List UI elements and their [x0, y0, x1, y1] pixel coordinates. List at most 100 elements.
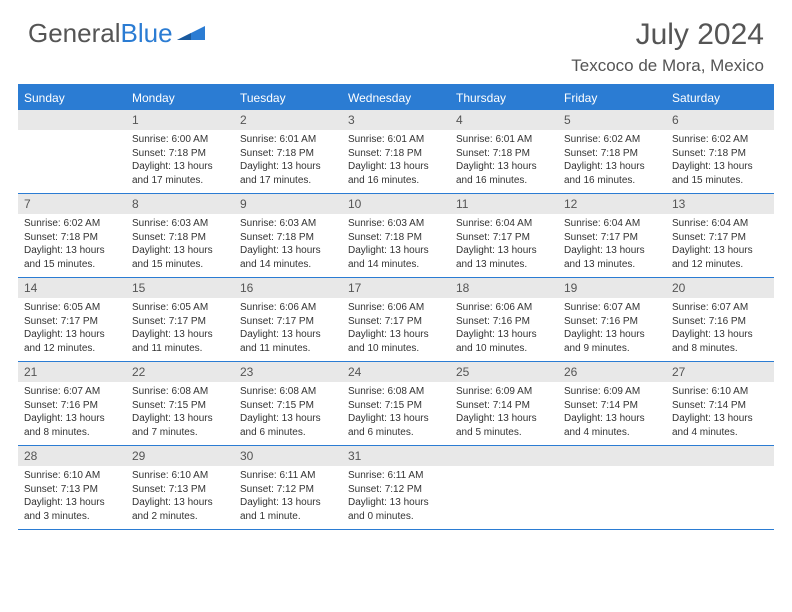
calendar: SundayMondayTuesdayWednesdayThursdayFrid…	[18, 84, 774, 530]
day-info: Sunrise: 6:11 AMSunset: 7:12 PMDaylight:…	[342, 466, 450, 523]
daylight2-line: and 17 minutes.	[240, 174, 336, 188]
sunset-line: Sunset: 7:18 PM	[132, 231, 228, 245]
week-row: 14Sunrise: 6:05 AMSunset: 7:17 PMDayligh…	[18, 278, 774, 362]
daylight1-line: Daylight: 13 hours	[672, 412, 768, 426]
sunset-line: Sunset: 7:15 PM	[240, 399, 336, 413]
day-info: Sunrise: 6:05 AMSunset: 7:17 PMDaylight:…	[126, 298, 234, 355]
day-number: 12	[558, 194, 666, 214]
day-number: 14	[18, 278, 126, 298]
day-info: Sunrise: 6:10 AMSunset: 7:13 PMDaylight:…	[126, 466, 234, 523]
daylight2-line: and 14 minutes.	[240, 258, 336, 272]
day-info: Sunrise: 6:03 AMSunset: 7:18 PMDaylight:…	[126, 214, 234, 271]
sunrise-line: Sunrise: 6:09 AM	[564, 385, 660, 399]
day-cell: 16Sunrise: 6:06 AMSunset: 7:17 PMDayligh…	[234, 278, 342, 361]
day-cell: 25 Sunrise: 6:09 AMSunset: 7:14 PMDayligh…	[450, 362, 558, 445]
daylight1-line: Daylight: 13 hours	[132, 244, 228, 258]
day-number: 11	[450, 194, 558, 214]
sunset-line: Sunset: 7:18 PM	[348, 147, 444, 161]
day-number: 1	[126, 110, 234, 130]
sunrise-line: Sunrise: 6:09 AM	[456, 385, 552, 399]
week-row: 28Sunrise: 6:10 AMSunset: 7:13 PMDayligh…	[18, 446, 774, 530]
week-row: 1Sunrise: 6:00 AMSunset: 7:18 PMDaylight…	[18, 110, 774, 194]
daylight2-line: and 15 minutes.	[672, 174, 768, 188]
day-cell: 31Sunrise: 6:11 AMSunset: 7:12 PMDayligh…	[342, 446, 450, 529]
day-info: Sunrise: 6:06 AMSunset: 7:16 PMDaylight:…	[450, 298, 558, 355]
daylight2-line: and 1 minute.	[240, 510, 336, 524]
daylight2-line: and 4 minutes.	[672, 426, 768, 440]
daylight2-line: and 7 minutes.	[132, 426, 228, 440]
daylight1-line: Daylight: 13 hours	[132, 328, 228, 342]
day-info: Sunrise: 6:01 AMSunset: 7:18 PMDaylight:…	[342, 130, 450, 187]
daylight2-line: and 16 minutes.	[456, 174, 552, 188]
day-number: 2	[234, 110, 342, 130]
day-cell: 11Sunrise: 6:04 AMSunset: 7:17 PMDayligh…	[450, 194, 558, 277]
daylight1-line: Daylight: 13 hours	[456, 160, 552, 174]
day-number: 21	[18, 362, 126, 382]
day-cell: 1Sunrise: 6:00 AMSunset: 7:18 PMDaylight…	[126, 110, 234, 193]
sunrise-line: Sunrise: 6:10 AM	[672, 385, 768, 399]
sunset-line: Sunset: 7:16 PM	[672, 315, 768, 329]
day-cell	[450, 446, 558, 529]
day-number: 25	[450, 362, 558, 382]
day-info: Sunrise: 6:07 AMSunset: 7:16 PMDaylight:…	[558, 298, 666, 355]
sunset-line: Sunset: 7:14 PM	[456, 399, 552, 413]
daylight1-line: Daylight: 13 hours	[564, 160, 660, 174]
daylight2-line: and 11 minutes.	[132, 342, 228, 356]
day-cell: 18Sunrise: 6:06 AMSunset: 7:16 PMDayligh…	[450, 278, 558, 361]
day-cell: 7Sunrise: 6:02 AMSunset: 7:18 PMDaylight…	[18, 194, 126, 277]
daylight1-line: Daylight: 13 hours	[564, 412, 660, 426]
logo-triangle-icon	[177, 24, 205, 44]
daylight2-line: and 0 minutes.	[348, 510, 444, 524]
day-cell: 14Sunrise: 6:05 AMSunset: 7:17 PMDayligh…	[18, 278, 126, 361]
sunrise-line: Sunrise: 6:10 AM	[132, 469, 228, 483]
sunrise-line: Sunrise: 6:02 AM	[564, 133, 660, 147]
day-cell: 9Sunrise: 6:03 AMSunset: 7:18 PMDaylight…	[234, 194, 342, 277]
header: GeneralBlue July 2024 Texcoco de Mora, M…	[0, 0, 792, 84]
day-cell: 3Sunrise: 6:01 AMSunset: 7:18 PMDaylight…	[342, 110, 450, 193]
day-info: Sunrise: 6:07 AMSunset: 7:16 PMDaylight:…	[18, 382, 126, 439]
daylight2-line: and 13 minutes.	[456, 258, 552, 272]
daylight1-line: Daylight: 13 hours	[132, 412, 228, 426]
logo-part1: General	[28, 18, 121, 48]
day-info: Sunrise: 6:01 AMSunset: 7:18 PMDaylight:…	[450, 130, 558, 187]
location: Texcoco de Mora, Mexico	[571, 56, 764, 76]
daylight2-line: and 6 minutes.	[348, 426, 444, 440]
sunrise-line: Sunrise: 6:08 AM	[348, 385, 444, 399]
day-info: Sunrise: 6:05 AMSunset: 7:17 PMDaylight:…	[18, 298, 126, 355]
day-number: 7	[18, 194, 126, 214]
day-info: Sunrise: 6:03 AMSunset: 7:18 PMDaylight:…	[234, 214, 342, 271]
daylight2-line: and 16 minutes.	[348, 174, 444, 188]
daylight2-line: and 10 minutes.	[348, 342, 444, 356]
day-info: Sunrise: 6:10 AMSunset: 7:14 PMDaylight:…	[666, 382, 774, 439]
day-number: 13	[666, 194, 774, 214]
daylight1-line: Daylight: 13 hours	[24, 328, 120, 342]
sunrise-line: Sunrise: 6:01 AM	[348, 133, 444, 147]
daylight2-line: and 14 minutes.	[348, 258, 444, 272]
day-cell	[666, 446, 774, 529]
sunset-line: Sunset: 7:15 PM	[132, 399, 228, 413]
daylight2-line: and 5 minutes.	[456, 426, 552, 440]
logo-part2: Blue	[121, 18, 173, 48]
sunset-line: Sunset: 7:12 PM	[348, 483, 444, 497]
daylight2-line: and 13 minutes.	[564, 258, 660, 272]
daylight1-line: Daylight: 13 hours	[240, 160, 336, 174]
day-header: Tuesday	[234, 86, 342, 110]
day-number: 24	[342, 362, 450, 382]
daylight1-line: Daylight: 13 hours	[456, 412, 552, 426]
day-info: Sunrise: 6:03 AMSunset: 7:18 PMDaylight:…	[342, 214, 450, 271]
daylight1-line: Daylight: 13 hours	[240, 496, 336, 510]
sunset-line: Sunset: 7:17 PM	[456, 231, 552, 245]
day-number: 23	[234, 362, 342, 382]
sunset-line: Sunset: 7:17 PM	[348, 315, 444, 329]
daylight2-line: and 11 minutes.	[240, 342, 336, 356]
sunrise-line: Sunrise: 6:10 AM	[24, 469, 120, 483]
day-info: Sunrise: 6:11 AMSunset: 7:12 PMDaylight:…	[234, 466, 342, 523]
daylight1-line: Daylight: 13 hours	[348, 244, 444, 258]
daylight1-line: Daylight: 13 hours	[672, 244, 768, 258]
sunset-line: Sunset: 7:17 PM	[564, 231, 660, 245]
day-cell: 4Sunrise: 6:01 AMSunset: 7:18 PMDaylight…	[450, 110, 558, 193]
sunrise-line: Sunrise: 6:01 AM	[456, 133, 552, 147]
sunset-line: Sunset: 7:12 PM	[240, 483, 336, 497]
day-info: Sunrise: 6:07 AMSunset: 7:16 PMDaylight:…	[666, 298, 774, 355]
daylight2-line: and 12 minutes.	[24, 342, 120, 356]
